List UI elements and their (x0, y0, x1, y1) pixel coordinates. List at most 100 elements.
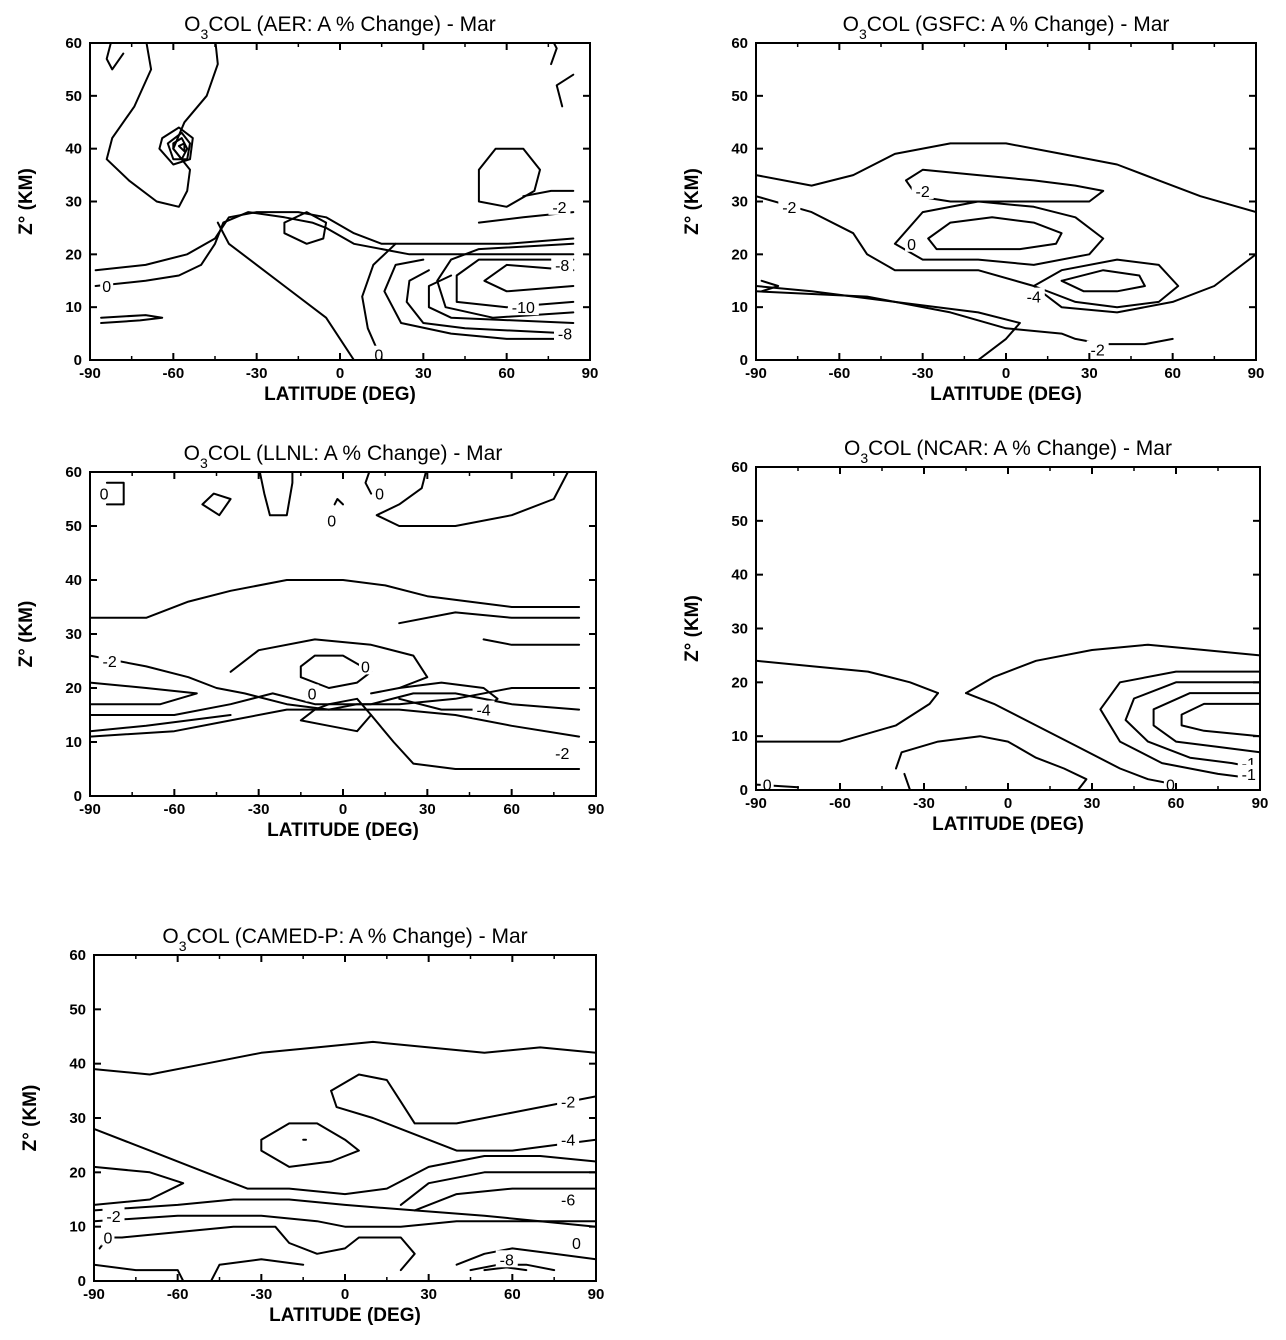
x-tick-label-aer-5: 60 (498, 365, 515, 382)
x-axis-label-camed: LATITUDE (DEG) (269, 1305, 421, 1326)
x-axis-label-aer: LATITUDE (DEG) (264, 384, 416, 405)
contour-label-aer-2: -2 (552, 200, 566, 217)
x-tick-label-camed-5: 60 (504, 1286, 521, 1303)
x-tick-label-llnl-5: 60 (503, 801, 520, 818)
contour-line-ncar-6 (1099, 670, 1260, 781)
y-tick-label-gsfc-3: 30 (731, 194, 748, 211)
contour-line-gsfc-2 (905, 168, 1105, 203)
contour-label-camed-4: 0 (103, 1231, 112, 1248)
contour-label-gsfc-3: -4 (1027, 290, 1041, 307)
contour-label-bg-camed-3 (102, 1206, 125, 1224)
contour-line-camed-9 (94, 1214, 596, 1228)
y-tick-label-camed-0: 0 (78, 1273, 86, 1290)
chart-panel-ncar: O3COL (NCAR: A % Change) - Mar 0 0 -1 -1 -90-… (666, 428, 1286, 858)
x-tick-label-gsfc-5: 60 (1164, 365, 1181, 382)
contour-line-gsfc-9 (760, 279, 780, 293)
y-tick-label-aer-6: 60 (65, 35, 82, 52)
contour-line-ncar-0 (756, 659, 939, 695)
y-tick-label-gsfc-0: 0 (740, 352, 748, 369)
contour-label-llnl-2: 0 (375, 487, 384, 504)
contour-line-llnl-7 (398, 681, 499, 711)
x-tick-label-llnl-4: 30 (419, 801, 436, 818)
y-tick-label-camed-6: 60 (69, 947, 86, 964)
y-tick-label-llnl-3: 30 (65, 626, 82, 643)
y-tick-label-ncar-6: 60 (731, 459, 748, 476)
y-tick-label-llnl-6: 60 (65, 464, 82, 481)
contour-label-bg-aer-3 (551, 255, 574, 273)
contour-line-ncar-7 (1124, 681, 1260, 770)
y-tick-label-llnl-4: 40 (65, 572, 82, 589)
contour-line-ncar-8 (1152, 692, 1260, 754)
chart-panel-gsfc: O3COL (GSFC: A % Change) - Mar -2 -2 0 -4 -2 -… (666, 0, 1286, 420)
x-tick-label-llnl-6: 90 (588, 801, 605, 818)
contour-line-llnl-16 (333, 498, 344, 506)
contour-line-aer-12 (383, 258, 575, 340)
contour-line-aer-21 (550, 43, 558, 66)
y-tick-label-camed-5: 50 (69, 1001, 86, 1018)
contour-label-camed-6: -8 (500, 1252, 514, 1269)
contour-line-camed-15 (94, 1263, 185, 1281)
contour-label-bg-aer-2 (548, 197, 571, 215)
y-tick-label-aer-2: 20 (65, 246, 82, 263)
contour-group-ncar (756, 643, 1260, 790)
contour-line-llnl-3 (299, 654, 373, 689)
contour-label-aer-3: -8 (555, 258, 569, 275)
x-tick-label-ncar-6: 90 (1252, 795, 1269, 812)
x-tick-label-ncar-3: 0 (1004, 795, 1012, 812)
contour-line-aer-4 (158, 126, 194, 166)
contour-label-gsfc-2: 0 (907, 237, 916, 254)
y-tick-label-ncar-5: 50 (731, 513, 748, 530)
chart-panel-aer: O3COL (AER: A % Change) - Mar 0 0 -2 -8 -10 -8… (0, 0, 620, 420)
contour-label-llnl-5: 0 (308, 686, 317, 703)
contour-label-gsfc-0: -2 (916, 184, 930, 201)
x-tick-label-llnl-0: -90 (79, 801, 101, 818)
contour-label-ncar-0: 0 (763, 778, 772, 795)
contour-label-ncar-3: -1 (1242, 767, 1256, 784)
contour-line-aer-11 (361, 242, 397, 360)
contour-line-camed-1 (330, 1073, 596, 1125)
contour-group-gsfc (756, 142, 1256, 360)
contour-line-llnl-8 (90, 708, 581, 738)
y-tick-label-camed-2: 20 (69, 1164, 86, 1181)
y-tick-label-llnl-1: 10 (65, 734, 82, 751)
x-tick-label-camed-2: -30 (250, 1286, 272, 1303)
contour-label-bg-llnl-4 (358, 657, 372, 675)
x-tick-label-gsfc-6: 90 (1248, 365, 1265, 382)
contour-line-aer-9 (283, 211, 328, 245)
contour-label-aer-1: 0 (374, 348, 383, 365)
y-tick-label-ncar-3: 30 (731, 621, 748, 638)
chart-panel-llnl: O3COL (LLNL: A % Change) - Mar 0 0 0 -2 0 0 -4 -… (0, 428, 620, 858)
x-tick-label-camed-6: 90 (588, 1286, 605, 1303)
contour-label-bg-gsfc-0 (911, 181, 934, 199)
x-axis-label-llnl: LATITUDE (DEG) (267, 820, 419, 841)
contour-label-llnl-6: -4 (476, 703, 490, 720)
y-tick-label-aer-3: 30 (65, 194, 82, 211)
x-tick-label-ncar-4: 30 (1084, 795, 1101, 812)
contour-label-aer-0: 0 (102, 279, 111, 296)
contour-line-llnl-6 (90, 692, 581, 716)
contour-line-aer-14 (427, 274, 575, 324)
contour-line-gsfc-3 (893, 200, 1105, 266)
contour-line-camed-16 (210, 1258, 305, 1281)
contour-line-camed-12 (455, 1247, 596, 1266)
contour-line-llnl-11 (482, 638, 581, 646)
contour-label-bg-camed-6 (495, 1250, 518, 1268)
contour-line-camed-10 (120, 1225, 416, 1272)
x-tick-label-ncar-0: -90 (745, 795, 767, 812)
contour-line-aer-17 (436, 242, 575, 319)
contour-line-gsfc-1 (756, 195, 1256, 314)
x-tick-label-camed-0: -90 (83, 1286, 105, 1303)
contour-line-llnl-18 (375, 472, 569, 527)
contour-label-bg-gsfc-1 (778, 197, 801, 215)
contour-label-camed-1: -4 (561, 1133, 575, 1150)
contour-label-bg-camed-0 (557, 1092, 580, 1110)
contour-line-llnl-17 (364, 472, 373, 495)
y-tick-label-gsfc-1: 10 (731, 299, 748, 316)
contour-line-ncar-4 (895, 735, 1088, 790)
x-tick-label-llnl-3: 0 (339, 801, 347, 818)
chart-title-gsfc: O3COL (GSFC: A % Change) - Mar (843, 13, 1170, 42)
y-tick-label-ncar-2: 20 (731, 674, 748, 691)
y-tick-label-ncar-4: 40 (731, 567, 748, 584)
contour-line-aer-1 (94, 211, 575, 287)
contour-label-bg-gsfc-2 (905, 234, 919, 252)
